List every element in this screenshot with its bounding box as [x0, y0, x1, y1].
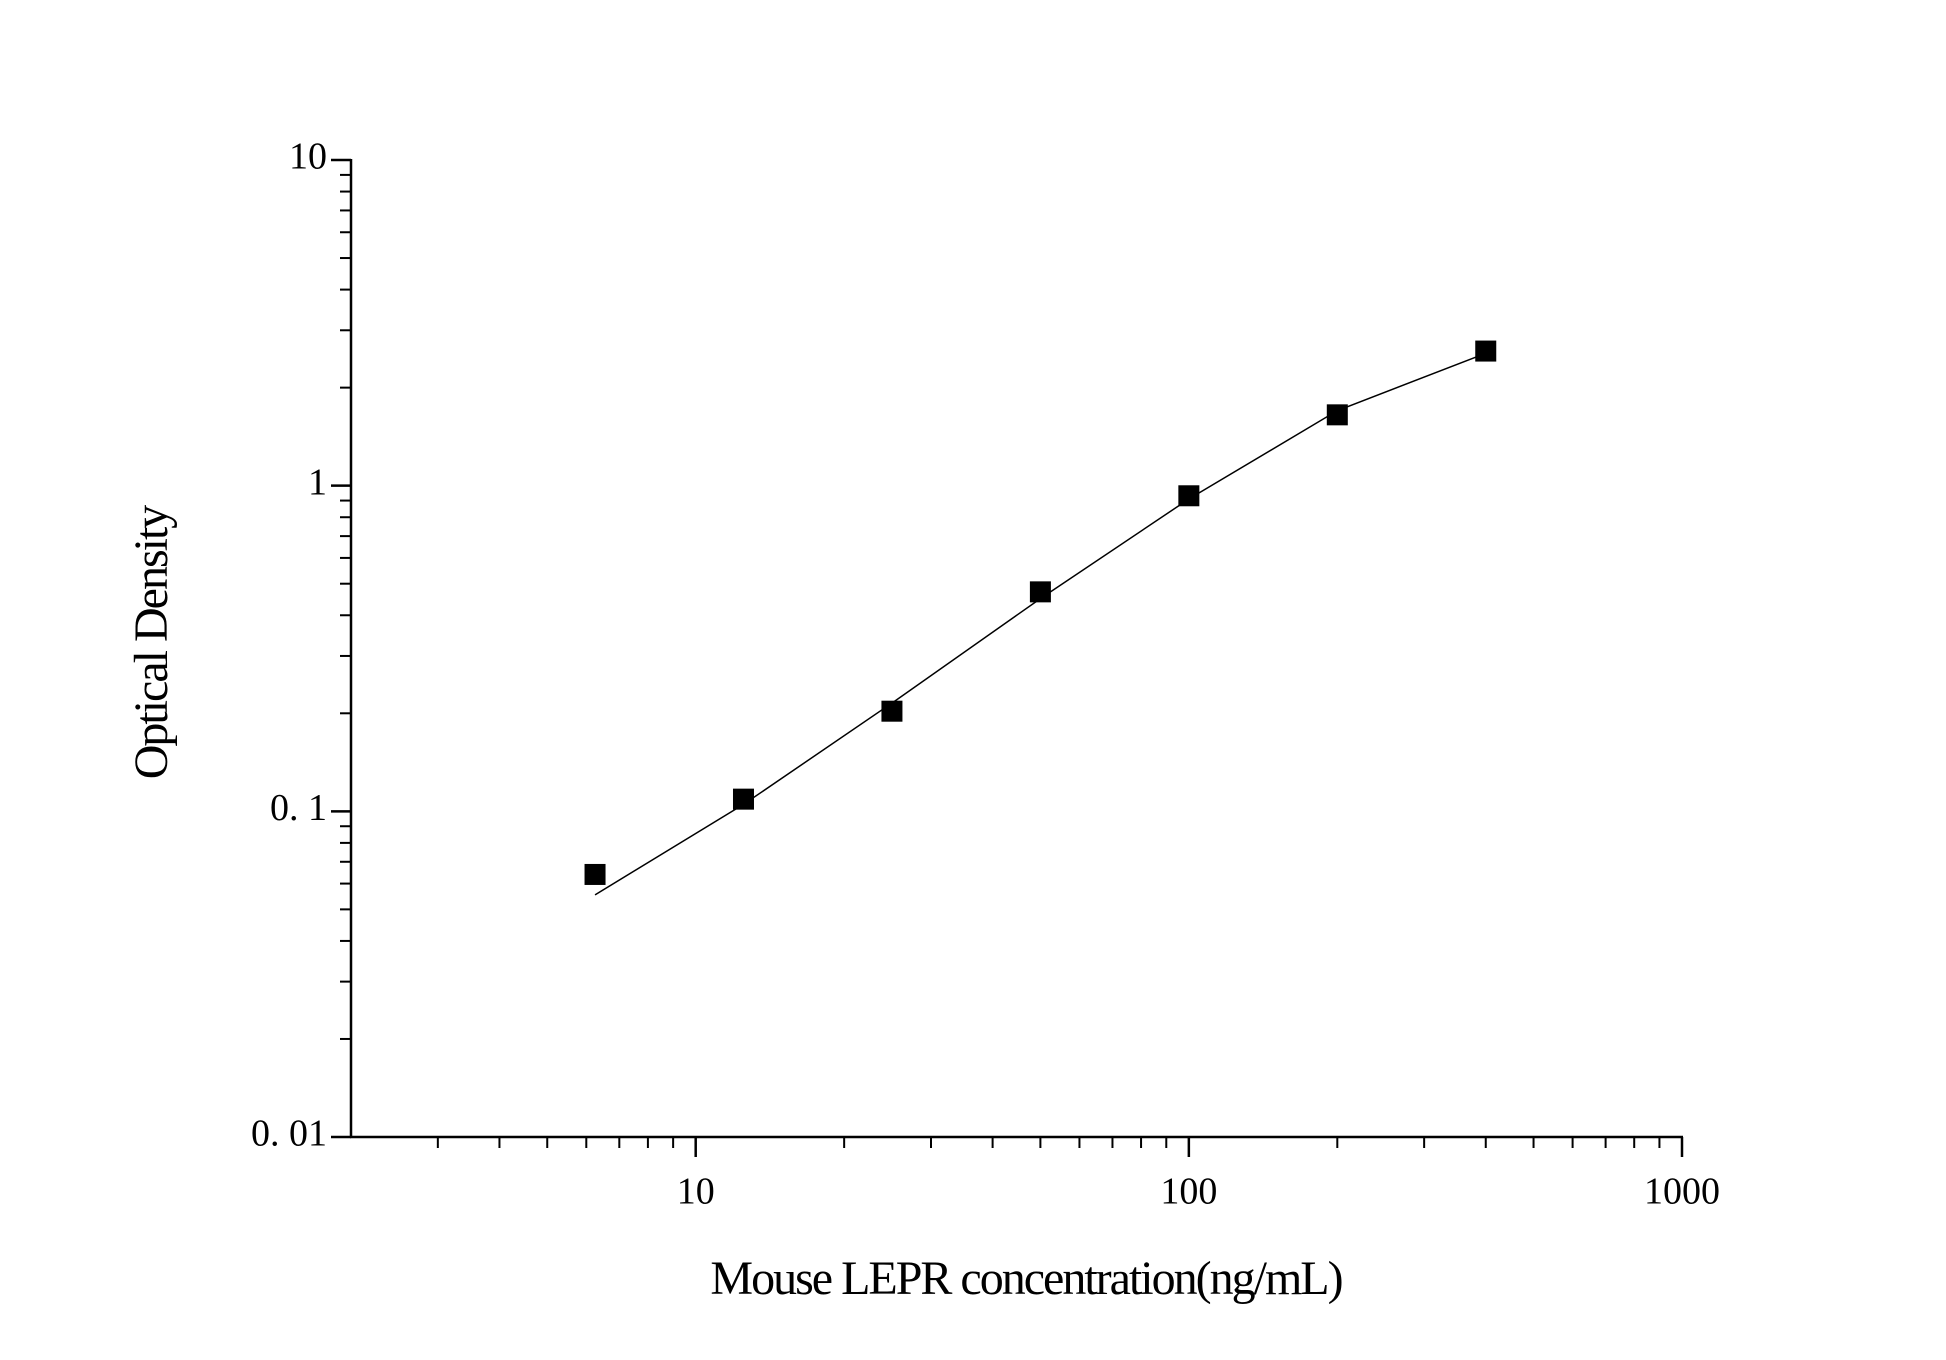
x-tick-label: 100	[1160, 1171, 1217, 1213]
x-tick-label: 10	[677, 1171, 715, 1213]
y-axis-title: Optical Density	[125, 505, 178, 780]
y-tick-label: 0. 1	[270, 787, 327, 829]
data-point	[584, 863, 606, 885]
data-point	[1029, 581, 1051, 603]
y-tick-label: 10	[289, 136, 327, 178]
data-point	[1178, 485, 1200, 507]
x-tick-label: 1000	[1644, 1171, 1720, 1213]
data-point	[732, 788, 754, 810]
y-tick-label: 0. 01	[251, 1113, 327, 1155]
fit-line	[594, 352, 1487, 896]
data-point	[1475, 340, 1497, 362]
x-axis-title: Mouse LEPR concentration(ng/mL)	[710, 1252, 1341, 1305]
data-point	[1326, 404, 1348, 426]
y-tick-label: 1	[308, 461, 327, 503]
